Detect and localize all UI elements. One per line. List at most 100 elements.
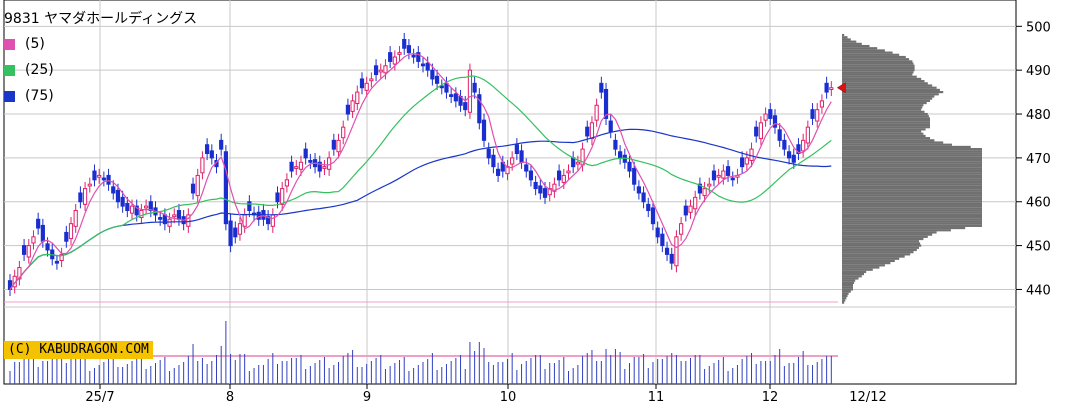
legend-swatch-ma25: [4, 64, 15, 76]
candle-body: [561, 174, 566, 183]
candle-body: [763, 113, 768, 121]
volume-profile-bar: [842, 71, 914, 74]
volume-profile-bar: [842, 145, 971, 149]
candle-body: [54, 260, 60, 264]
volume-profile-bar: [842, 292, 849, 295]
candle-body: [378, 69, 383, 73]
candle-body: [411, 54, 416, 58]
volume-profile-bar: [842, 126, 930, 129]
candle-body: [702, 188, 707, 197]
candle-body: [786, 151, 792, 159]
volume-profile-bar: [842, 240, 919, 243]
volume-profile-bar: [842, 53, 900, 56]
candle-body: [585, 126, 590, 137]
candle-body: [542, 188, 548, 198]
candle-body: [167, 218, 172, 227]
legend-label-ma75: (75): [25, 88, 54, 104]
candle-body: [383, 65, 388, 74]
x-tick-label: 25/7: [85, 390, 114, 405]
volume-profile-bar: [842, 73, 913, 76]
candle-body: [434, 75, 440, 84]
legend-swatch-ma5: [4, 38, 15, 50]
candle-body: [749, 148, 754, 162]
candle-body: [528, 170, 534, 181]
volume-profile-bar: [842, 176, 982, 179]
candle-body: [275, 192, 280, 203]
volume-profile-bar: [842, 137, 930, 140]
ma5-line: [9, 52, 832, 290]
volume-profile-bar: [842, 101, 927, 105]
candle-body: [115, 189, 121, 203]
volume-profile-bar: [842, 110, 925, 113]
volume-profile-bar: [842, 47, 878, 50]
candle-body: [158, 217, 163, 220]
volume-profile-bar: [842, 244, 922, 247]
legend-item-ma5: (5): [4, 31, 197, 57]
volume-profile-bar: [842, 128, 926, 131]
candle-body: [721, 170, 726, 179]
candle-body: [425, 62, 430, 71]
candle-body: [782, 139, 787, 150]
candle-body: [599, 82, 604, 93]
volume-profile-bar: [842, 60, 913, 63]
candle-body: [369, 78, 374, 82]
volume-profile-bar: [842, 233, 933, 236]
candle-body: [78, 192, 83, 203]
candle-body: [237, 223, 243, 235]
candle-body: [486, 148, 491, 159]
candle-body: [613, 139, 618, 150]
candle-body: [129, 205, 135, 214]
candle-body: [439, 85, 444, 89]
volume-profile-bar: [842, 66, 915, 70]
volume-profile-bar: [842, 275, 862, 278]
volume-profile-bar: [842, 119, 930, 122]
candle-body: [829, 87, 834, 90]
volume-profile-bar: [842, 80, 925, 83]
volume-profile-bar: [842, 58, 910, 61]
candle-body: [233, 227, 238, 238]
candle-body: [641, 192, 646, 203]
candle-body: [298, 161, 304, 170]
candle-body: [111, 186, 116, 194]
candle-body: [247, 201, 252, 212]
volume-profile-bar: [842, 132, 924, 135]
volume-profile-bar: [842, 51, 893, 54]
volume-profile-bar: [842, 143, 952, 146]
y-tick-label: 480: [1026, 108, 1051, 123]
candle-body: [707, 183, 712, 187]
candle-body: [289, 161, 294, 172]
candle-body: [392, 56, 397, 65]
volume-profile-bar: [842, 117, 930, 120]
candle-body: [336, 139, 341, 153]
volume-profile-bar: [842, 123, 930, 127]
volume-profile-bar: [842, 167, 982, 170]
legend-item-ma75: (75): [4, 83, 197, 109]
volume-profile-bar: [842, 169, 982, 173]
volume-profile-bar: [842, 42, 862, 45]
candle-body: [87, 183, 92, 187]
candle-body: [125, 202, 130, 212]
volume-profile-bar: [842, 95, 935, 98]
volume-profile-bar: [842, 194, 982, 197]
candle-body: [594, 104, 599, 121]
candle-body: [190, 183, 196, 194]
candle-body: [660, 233, 665, 247]
volume-profile-bar: [842, 156, 982, 159]
candle-body: [355, 91, 360, 105]
candle-body: [796, 144, 801, 155]
candle-body: [683, 205, 688, 216]
candle-body: [68, 223, 74, 240]
legend-swatch-ma75: [4, 90, 15, 102]
volume-profile-bar: [842, 152, 982, 155]
candle-body: [219, 139, 224, 150]
candle-body: [495, 168, 501, 176]
candle-body: [120, 196, 125, 207]
candle-body: [514, 144, 519, 155]
volume-profile-bar: [842, 268, 873, 271]
volume-profile-bar: [842, 134, 926, 138]
candle-body: [805, 126, 810, 144]
volume-profile-bar: [842, 112, 928, 116]
volume-profile-bar: [842, 205, 982, 208]
volume-profile-bar: [842, 77, 922, 81]
candle-body: [36, 218, 41, 229]
